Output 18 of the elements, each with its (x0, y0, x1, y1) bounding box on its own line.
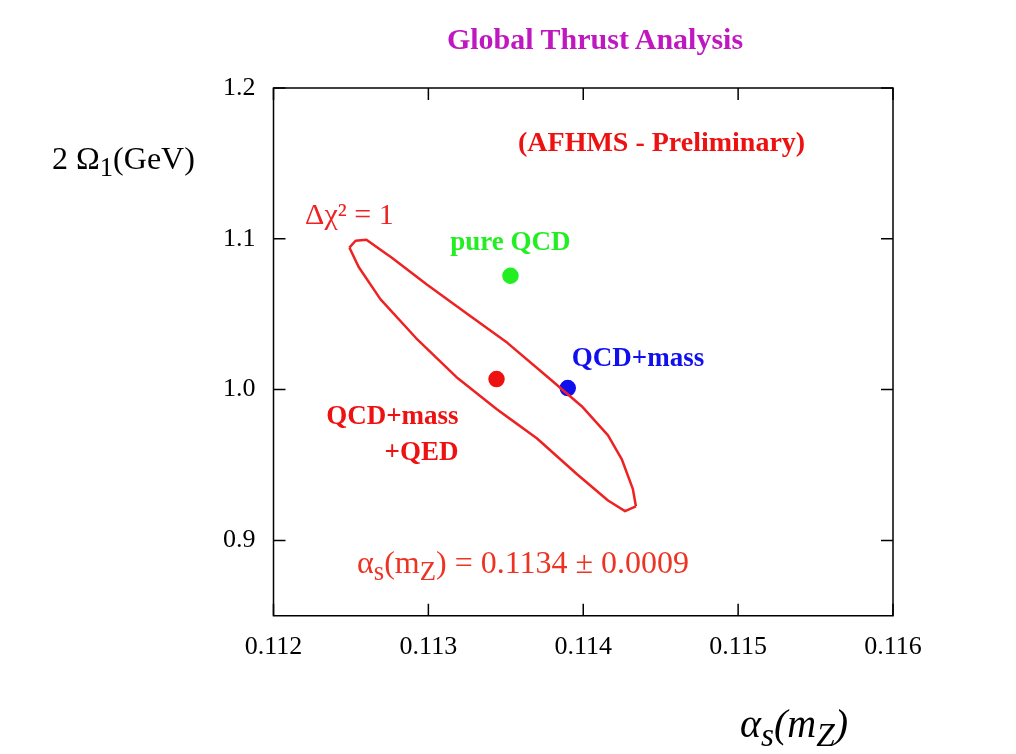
series-label: Δχ² = 1 (305, 196, 394, 230)
x-axis-title: α$_{s}$(m$_{Z}$) (740, 700, 849, 754)
series-label: pure QCD (450, 225, 571, 256)
y-tick-label: 1.2 (223, 71, 256, 101)
y-axis-title: 2 Ω$_{1}$(GeV) (52, 140, 195, 184)
x-tick-label: 0.113 (399, 631, 458, 661)
x-tick-label: 0.114 (554, 631, 613, 661)
x-tick-label: 0.116 (864, 631, 922, 661)
x-tick-label: 0.115 (709, 631, 767, 661)
y-tick-label: 0.9 (223, 524, 256, 554)
annotation: (AFHMS - Preliminary) (518, 126, 806, 158)
chart-title: Global Thrust Analysis (446, 22, 744, 56)
series-label: QCD+mass (571, 342, 705, 373)
y-tick-label: 1.0 (223, 373, 256, 403)
y-tick-label: 1.1 (223, 222, 256, 252)
x-tick-label: 0.112 (244, 631, 303, 661)
annotation: α$_{s}$(m$_{Z}$) = 0.1134 ± 0.0009 (357, 544, 690, 588)
series-label: QCD+mass +QED (326, 400, 459, 467)
